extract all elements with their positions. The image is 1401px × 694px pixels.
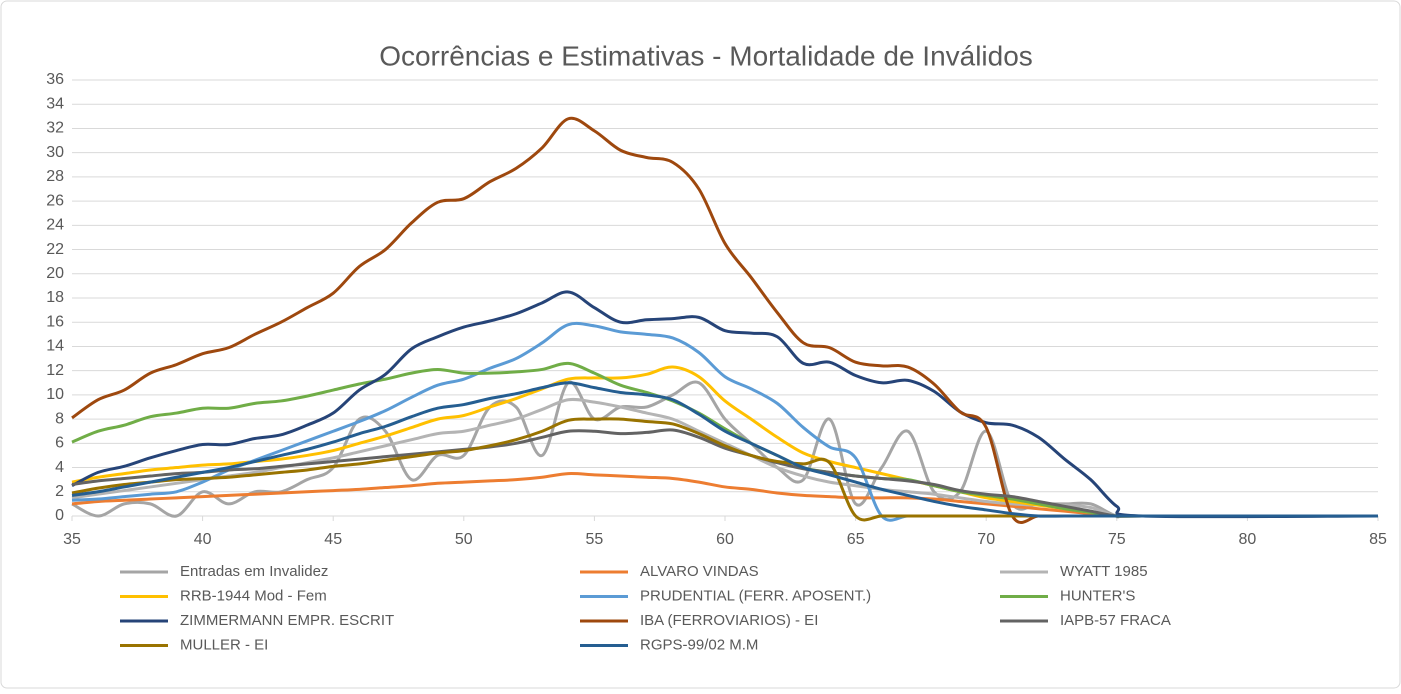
y-tick-label: 0 — [55, 507, 64, 524]
y-tick-label: 28 — [46, 168, 64, 185]
legend-label: IBA (FERROVIARIOS) - EI — [640, 612, 818, 629]
y-tick-label: 24 — [46, 217, 64, 234]
legend-label: PRUDENTIAL (FERR. APOSENT.) — [640, 587, 871, 604]
y-tick-label: 22 — [46, 241, 64, 258]
x-tick-label: 35 — [63, 531, 81, 548]
y-tick-label: 6 — [55, 435, 64, 452]
y-tick-label: 12 — [46, 362, 64, 379]
y-tick-label: 26 — [46, 192, 64, 209]
x-tick-label: 45 — [324, 531, 342, 548]
y-tick-label: 36 — [46, 71, 64, 88]
series-line — [71, 428, 1378, 518]
y-tick-label: 30 — [46, 144, 64, 161]
x-tick-label: 55 — [586, 531, 604, 548]
x-tick-label: 75 — [1108, 531, 1126, 548]
y-tick-label: 8 — [55, 410, 64, 427]
series-line — [71, 417, 1378, 522]
x-tick-label: 70 — [977, 531, 995, 548]
legend-label: RRB-1944 Mod - Fem — [180, 587, 327, 604]
y-tick-label: 32 — [46, 120, 64, 137]
legend-label: WYATT 1985 — [1060, 563, 1148, 580]
y-tick-label: 34 — [46, 95, 64, 112]
y-tick-label: 18 — [46, 289, 64, 306]
x-tick-label: 60 — [716, 531, 734, 548]
y-tick-label: 16 — [46, 313, 64, 330]
x-tick-label: 85 — [1369, 531, 1387, 548]
legend-label: ZIMMERMANN EMPR. ESCRIT — [180, 612, 394, 629]
series-line — [71, 116, 1378, 524]
x-tick-label: 80 — [1239, 531, 1257, 548]
x-tick-label: 65 — [847, 531, 865, 548]
y-tick-label: 4 — [55, 459, 64, 476]
series-line — [71, 380, 1378, 519]
legend-label: HUNTER'S — [1060, 587, 1135, 604]
chart-title: Ocorrências e Estimativas - Mortalidade … — [379, 40, 1033, 71]
legend-label: ALVARO VINDAS — [640, 563, 759, 580]
y-tick-label: 14 — [46, 338, 64, 355]
y-tick-label: 20 — [46, 265, 64, 282]
y-tick-label: 10 — [46, 386, 64, 403]
x-tick-label: 50 — [455, 531, 473, 548]
legend-label: MULLER - EI — [180, 636, 268, 653]
legend-label: IAPB-57 FRACA — [1060, 612, 1171, 629]
legend-label: Entradas em Invalidez — [180, 563, 328, 580]
legend-label: RGPS-99/02 M.M — [640, 636, 758, 653]
y-tick-label: 2 — [55, 483, 64, 500]
series-line — [71, 290, 1379, 519]
x-tick-label: 40 — [194, 531, 212, 548]
series-line — [71, 381, 1378, 518]
